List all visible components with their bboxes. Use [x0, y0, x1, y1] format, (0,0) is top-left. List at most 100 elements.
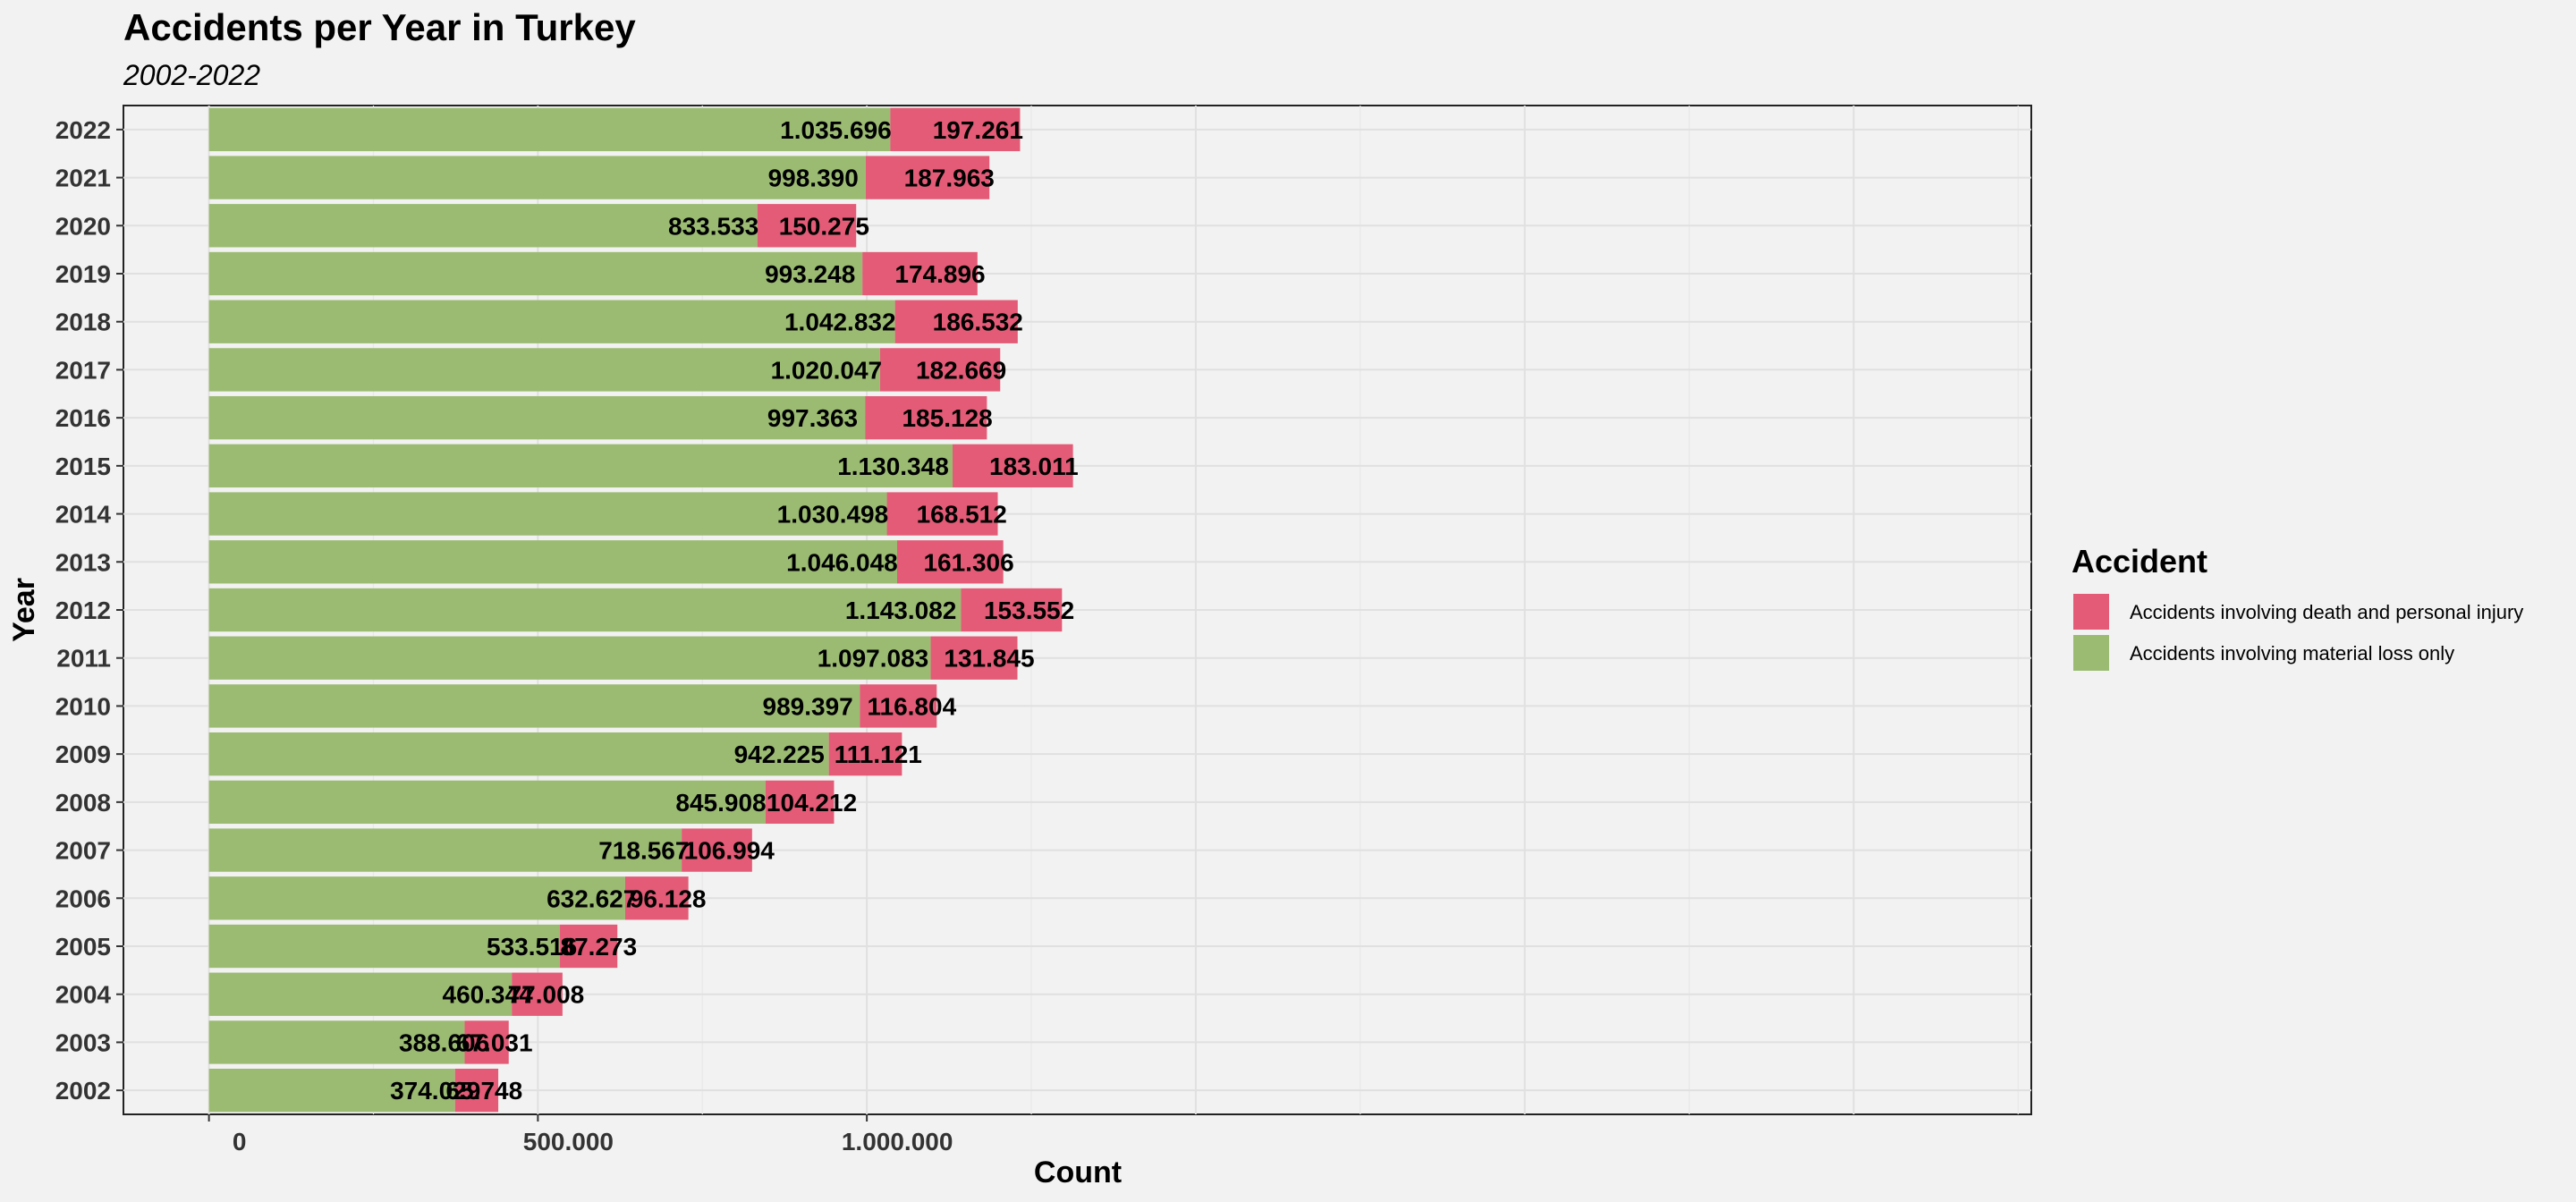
bar-material-loss [208, 972, 513, 1016]
y-tick-label: 2009 [55, 741, 111, 768]
bar-death-injury [828, 732, 902, 776]
data-label-material-loss: 833.533 [668, 212, 758, 240]
bar-material-loss [208, 204, 758, 248]
chart-title: Accidents per Year in Turkey [123, 6, 636, 48]
bar-material-loss [208, 251, 863, 296]
data-label-death-injury: 168.512 [917, 501, 1007, 529]
bar-death-injury [454, 1068, 499, 1113]
data-label-death-injury: 77.008 [508, 981, 585, 1009]
bar-death-injury [862, 251, 978, 296]
data-label-material-loss: 460.344 [443, 981, 534, 1009]
bar-death-injury [961, 588, 1063, 632]
data-label-material-loss: 1.097.083 [818, 645, 929, 673]
data-label-death-injury: 185.128 [902, 404, 992, 432]
data-label-death-injury: 131.845 [944, 645, 1034, 673]
data-label-material-loss: 1.130.348 [837, 453, 949, 480]
y-tick-label: 2014 [55, 501, 112, 529]
bar-material-loss [208, 1020, 465, 1064]
data-label-death-injury: 187.963 [904, 165, 995, 192]
data-label-material-loss: 1.030.498 [777, 501, 889, 529]
data-label-material-loss: 989.397 [763, 692, 853, 720]
data-label-material-loss: 942.225 [734, 741, 825, 768]
data-label-material-loss: 718.567 [598, 837, 689, 865]
x-tick-label: 500.000 [523, 1128, 614, 1155]
data-label-material-loss: 1.042.832 [784, 309, 896, 336]
bar-death-injury [890, 107, 1021, 152]
legend-swatch [2073, 594, 2109, 630]
bar-death-injury [765, 780, 835, 825]
y-tick-label: 2020 [55, 212, 111, 240]
data-label-death-injury: 96.128 [630, 885, 707, 912]
y-tick-label: 2005 [55, 933, 111, 961]
bar-material-loss [208, 156, 866, 199]
data-label-material-loss: 632.627 [547, 885, 637, 912]
y-tick-labels: 2022 2021 2020 2019 2018 2017 2016 2015 2014 2013… [55, 116, 123, 1105]
data-label-death-injury: 87.273 [561, 933, 638, 961]
legend-label: Accidents involving death and personal i… [2130, 601, 2523, 623]
data-label-material-loss: 1.143.082 [845, 597, 957, 624]
y-tick-label: 2010 [55, 692, 111, 720]
y-tick-label: 2003 [55, 1028, 111, 1056]
bar-death-injury [865, 395, 987, 440]
y-tick-label: 2006 [55, 885, 111, 912]
data-label-death-injury: 104.212 [767, 789, 857, 817]
y-tick-label: 2008 [55, 789, 111, 817]
data-label-material-loss: 993.248 [765, 260, 855, 288]
y-tick-label: 2015 [55, 453, 111, 480]
bar-material-loss [208, 876, 625, 920]
data-label-material-loss: 374.029 [390, 1077, 480, 1105]
y-tick-label: 2012 [55, 597, 111, 624]
data-label-material-loss: 1.035.696 [780, 116, 892, 144]
bar-material-loss [208, 395, 866, 440]
bar-material-loss [208, 684, 860, 728]
x-tick-label: 0 [233, 1128, 247, 1155]
data-label-material-loss: 1.046.048 [786, 548, 898, 576]
data-label-death-injury: 65.748 [446, 1077, 523, 1105]
bar-death-injury [886, 492, 998, 536]
bar-death-injury [560, 924, 618, 969]
bar-material-loss [208, 348, 880, 392]
data-label-death-injury: 183.011 [989, 453, 1079, 480]
data-label-material-loss: 998.390 [768, 165, 859, 192]
bar-material-loss [208, 1068, 455, 1113]
bar-death-injury [894, 300, 1018, 343]
data-label-material-loss: 533.516 [487, 933, 577, 961]
y-tick-label: 2017 [55, 356, 111, 384]
bar-material-loss [208, 828, 682, 872]
data-label-material-loss: 388.606 [399, 1028, 489, 1056]
bar-material-loss [208, 492, 887, 536]
y-tick-label: 2021 [55, 165, 111, 192]
data-label-death-injury: 161.306 [923, 548, 1013, 576]
y-tick-label: 2002 [55, 1077, 111, 1105]
data-label-death-injury: 111.121 [835, 741, 922, 768]
bar-material-loss [208, 732, 829, 776]
data-label-death-injury: 174.896 [894, 260, 985, 288]
bar-material-loss [208, 588, 962, 632]
bar-death-injury [512, 972, 563, 1016]
y-axis-title: Year [7, 578, 41, 642]
data-label-material-loss: 1.020.047 [771, 356, 883, 384]
bar-material-loss [208, 444, 953, 488]
chart-subtitle: 2002-2022 [123, 59, 260, 91]
legend-swatch [2073, 635, 2109, 671]
data-label-death-injury: 182.669 [916, 356, 1006, 384]
y-tick-label: 2018 [55, 309, 111, 336]
legend-title: Accident [2072, 543, 2207, 580]
y-tick-label: 2022 [55, 116, 111, 144]
data-label-material-loss: 997.363 [767, 404, 858, 432]
legend: Accident Accidents involving death and p… [2072, 543, 2523, 671]
bar-material-loss [208, 636, 931, 680]
x-tick-label: 1.000.000 [842, 1128, 953, 1155]
data-label-death-injury: 197.261 [933, 116, 1023, 144]
bar-death-injury [682, 828, 752, 872]
x-tick-labels: 0 500.000 1.000.000 [208, 1114, 953, 1155]
data-label-death-injury: 67.031 [456, 1028, 533, 1056]
x-axis-title: Count [1034, 1155, 1122, 1189]
data-label-death-injury: 106.994 [684, 837, 775, 865]
y-tick-label: 2011 [56, 645, 111, 673]
bar-death-injury [897, 540, 1004, 584]
bar-material-loss [208, 924, 561, 969]
bar-death-injury [930, 636, 1018, 680]
data-label-death-injury: 153.552 [984, 597, 1074, 624]
bar-death-injury [624, 876, 689, 920]
